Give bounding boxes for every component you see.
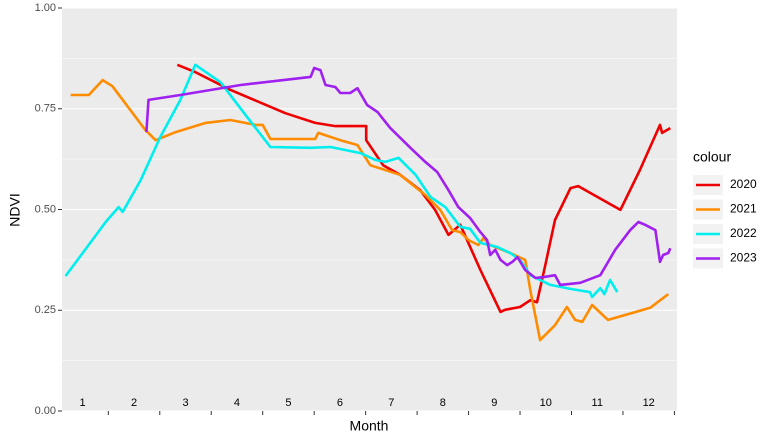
series-line: [145, 66, 672, 287]
series-line: [176, 63, 671, 314]
grid: [62, 7, 677, 412]
y-tick-label: 0.50: [35, 203, 56, 215]
x-tick-label: 9: [491, 397, 497, 409]
y-axis-title: NDVI: [7, 193, 23, 226]
x-tick-label: 2: [131, 397, 137, 409]
x-tick-label: 12: [643, 397, 655, 409]
series-line: [64, 63, 619, 299]
y-tick-label: 0.00: [35, 405, 56, 417]
x-tick-label: 7: [388, 397, 394, 409]
x-tick-label: 6: [337, 397, 343, 409]
y-tick-label: 1.00: [35, 2, 56, 14]
x-tick-label: 5: [285, 397, 291, 409]
legend-label: 2020: [730, 177, 757, 191]
x-tick-label: 11: [592, 397, 603, 409]
x-tick-label: 10: [540, 397, 552, 409]
x-tick-label: 3: [182, 397, 188, 409]
series-line: [70, 78, 670, 342]
legend-label: 2022: [730, 226, 757, 240]
x-axis-title: Month: [350, 418, 389, 434]
legend-label: 2023: [730, 251, 757, 265]
x-tick-label: 4: [234, 397, 240, 409]
x-tick-label: 8: [440, 397, 446, 409]
y-tick-label: 0.25: [35, 304, 56, 316]
lines: [64, 63, 672, 342]
x-tick-label: 1: [80, 397, 86, 409]
legend-label: 2021: [730, 202, 757, 216]
y-tick-label: 0.75: [35, 103, 56, 115]
legend-title: colour: [693, 149, 731, 165]
